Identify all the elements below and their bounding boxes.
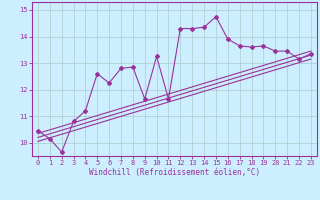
X-axis label: Windchill (Refroidissement éolien,°C): Windchill (Refroidissement éolien,°C) (89, 168, 260, 177)
